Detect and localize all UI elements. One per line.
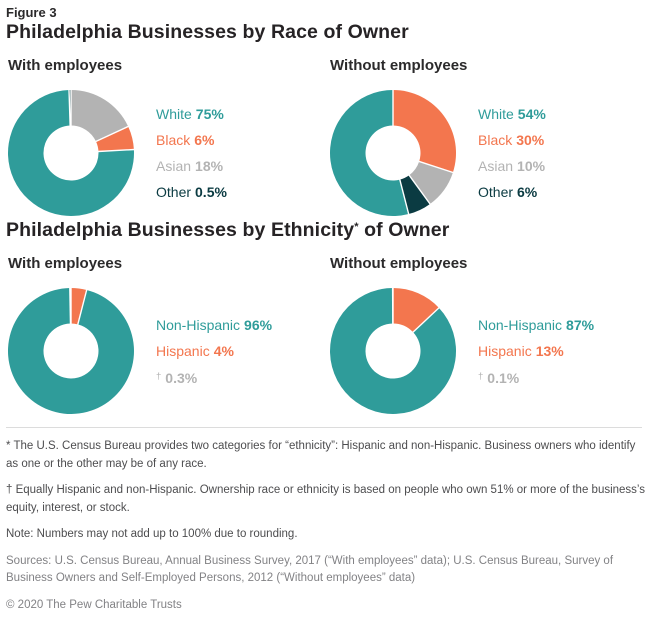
section-title-ethnicity: Philadelphia Businesses by Ethnicity* of… [6,219,642,242]
slice-black [393,90,457,173]
slice-non-hispanic [330,288,457,414]
legend-race-with-employees: White 75% Black 6% Asian 18% Other 0.5% [156,101,227,205]
chart-subhead: Without employees [330,57,468,74]
legend-row-non-hispanic: Non-Hispanic 87% [478,312,594,338]
slice-separator [418,160,454,174]
legend-row-white: White 54% [478,101,546,127]
slice-asian [409,161,453,204]
legend-row-other: Other 6% [478,179,546,205]
legend-label: Hispanic [478,342,532,359]
legend-row-dagger: † 0.1% [478,364,594,391]
slice-hispanic [71,288,87,325]
legend-label: White [478,106,514,122]
footnote-dagger: † Equally Hispanic and non-Hispanic. Own… [6,484,646,514]
legend-value: 54% [517,106,546,122]
donut-ethnicity-without-employees [330,287,457,414]
slice-separator [97,148,135,153]
legend-value: 30% [516,132,545,148]
legend-row-asian: Asian 10% [478,153,546,179]
legend-label: † [478,370,484,382]
chart-subhead: With employees [8,57,123,74]
footnote-asterisk: * The U.S. Census Bureau provides two ca… [6,440,636,470]
legend-label: Non-Hispanic [478,316,563,333]
sources-text: Sources: U.S. Census Bureau, Annual Busi… [6,554,614,585]
legend-label: Black [156,132,191,148]
legend-label: Asian [156,158,192,174]
legend-row-non-hispanic: Non-Hispanic 96% [156,312,272,338]
slice-white [329,90,409,216]
legend-row-dagger: † 0.3% [156,364,272,391]
slice-separator [68,89,71,127]
ethnicity-charts-row: With employees Non-Hispanic 96% Hispanic 4%… [6,242,642,416]
chart-subhead: With employees [8,255,123,272]
donut-ethnicity-with-employees [7,287,134,414]
divider-line [6,427,642,428]
legend-value: 96% [244,316,273,333]
copyright-text: © 2020 The Pew Charitable Trusts [6,598,182,611]
legend-race-without-employees: White 54% Black 30% Asian 10% Other 6% [478,101,546,205]
title-text-end: of Owner [358,219,450,241]
legend-value: 0.3% [165,369,198,386]
slice-separator [408,174,431,205]
legend-value: 87% [566,316,595,333]
chart-race-without-employees: Without employees White 54% Black 30% Asian 1… [328,44,642,218]
slice-separator [69,287,72,325]
legend-value: 0.5% [195,184,227,200]
legend-value: 6% [517,184,538,200]
chart-ethnicity-without-employees: Without employees Non-Hispanic 87% Hispani… [328,242,642,416]
legend-label: Asian [478,158,514,174]
legend-value: 0.1% [487,369,520,386]
title-text: Philadelphia Businesses by Ethnicity [6,219,355,241]
slice-separator [399,178,410,215]
slice-hispanic [393,288,439,333]
section-title-race: Philadelphia Businesses by Race of Owner [6,21,409,43]
legend-row-hispanic: Hispanic 13% [478,338,594,364]
slice-asian [71,90,129,142]
legend-label: Other [478,184,514,200]
slice-non-hispanic [7,288,134,414]
legend-label: Black [478,132,513,148]
legend-label: Other [156,184,192,200]
legend-label: Non-Hispanic [156,316,241,333]
legend-ethnicity-with-employees: Non-Hispanic 96% Hispanic 4% † 0.3% [156,312,272,391]
legend-value: 18% [195,158,224,174]
legend-label: † [156,370,162,382]
slice-separator [412,307,440,334]
asterisk-superscript: * [354,221,359,233]
donut-race-with-employees [7,89,135,216]
slice-white [7,90,134,216]
legend-row-asian: Asian 18% [156,153,227,179]
legend-row-white: White 75% [156,101,227,127]
slice-separator [77,289,88,326]
donut-race-without-employees [329,89,457,216]
legend-value: 10% [517,158,546,174]
footnote-rounding-note: Note: Numbers may not add up to 100% due… [6,528,298,540]
legend-value: 75% [195,106,224,122]
race-charts-row: With employees White 75% Black 6% Asian 18% Ot… [6,44,642,218]
legend-value: 13% [535,342,564,359]
chart-ethnicity-with-employees: With employees Non-Hispanic 96% Hispanic 4%… [6,242,328,416]
legend-label: White [156,106,192,122]
chart-race-with-employees: With employees White 75% Black 6% Asian 18% Ot… [6,44,328,218]
legend-row-other: Other 0.5% [156,179,227,205]
slice-other [399,175,431,215]
legend-value: 4% [213,342,234,359]
legend-label: Hispanic [156,342,210,359]
legend-ethnicity-without-employees: Non-Hispanic 87% Hispanic 13% † 0.1% [478,312,594,391]
legend-row-hispanic: Hispanic 4% [156,338,272,364]
legend-value: 6% [194,132,215,148]
legend-row-black: Black 6% [156,127,227,153]
figure-label: Figure 3 [6,5,57,20]
slice-separator [95,125,129,143]
slice-black [95,126,134,152]
footnotes-block: * The U.S. Census Bureau provides two ca… [6,438,648,614]
legend-row-black: Black 30% [478,127,546,153]
chart-subhead: Without employees [330,255,468,272]
